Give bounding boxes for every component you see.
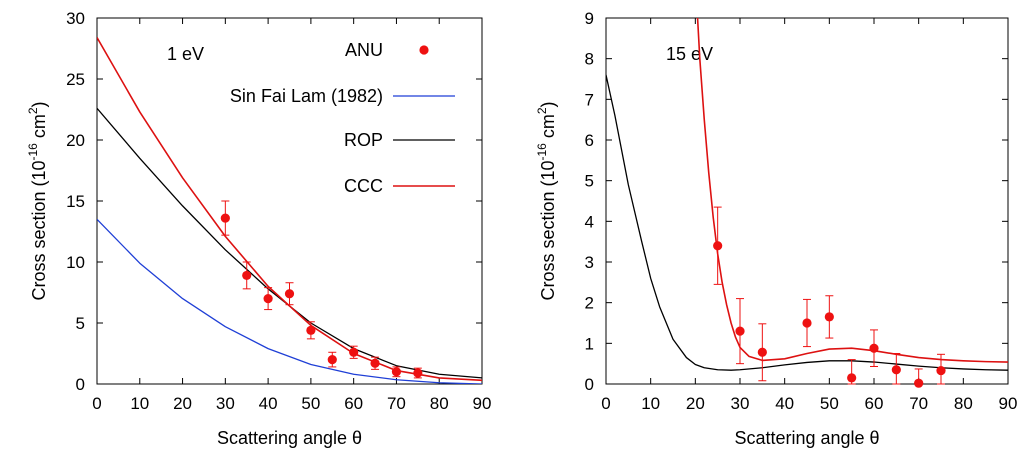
legend-label-sinfailam: Sin Fai Lam (1982) xyxy=(230,86,383,106)
data-point-anu xyxy=(370,358,380,368)
data-point-anu xyxy=(306,325,316,335)
y-axis-label-exponent: -16 xyxy=(26,143,40,161)
energy-annotation: 15 eV xyxy=(666,44,713,64)
series-line-sinfailam xyxy=(97,218,482,384)
y-tick-label: 3 xyxy=(585,253,594,272)
x-tick-label: 60 xyxy=(865,394,884,413)
y-axis-label-end: ) xyxy=(29,101,49,107)
series-line-ccc xyxy=(696,18,1008,363)
data-point-anu xyxy=(413,368,423,378)
data-point-anu xyxy=(713,241,723,251)
data-point-anu xyxy=(349,347,359,357)
series-line-rop xyxy=(97,107,482,379)
x-tick-label: 0 xyxy=(601,394,610,413)
y-tick-label: 10 xyxy=(66,253,85,272)
y-tick-label: 5 xyxy=(585,172,594,191)
data-point-anu xyxy=(284,289,295,299)
data-point-anu xyxy=(242,270,252,281)
y-tick-label: 9 xyxy=(585,9,594,28)
y-tick-label: 30 xyxy=(66,9,85,28)
y-tick-label: 7 xyxy=(585,90,594,109)
data-point-anu xyxy=(936,365,946,376)
y-tick-label: 2 xyxy=(585,294,594,313)
data-point-anu xyxy=(263,294,273,304)
x-tick-label: 90 xyxy=(473,394,492,413)
y-axis-label-end: ) xyxy=(538,101,558,107)
y-axis-label-exponent2: 2 xyxy=(26,107,40,114)
y-axis-label: Cross section (10-16 cm2) xyxy=(535,101,558,300)
x-tick-label: 70 xyxy=(387,394,406,413)
x-tick-label: 90 xyxy=(999,394,1018,413)
y-tick-label: 25 xyxy=(66,70,85,89)
y-tick-label: 5 xyxy=(76,314,85,333)
data-point-anu xyxy=(914,378,924,388)
y-axis-label-exponent: -16 xyxy=(535,143,549,161)
y-axis-label: Cross section (10-16 cm2) xyxy=(26,101,49,300)
x-axis-label: Scattering angle θ xyxy=(217,428,362,448)
y-tick-label: 4 xyxy=(585,212,594,231)
data-point-anu xyxy=(391,367,402,377)
x-tick-label: 20 xyxy=(686,394,705,413)
legend-marker-anu xyxy=(419,45,429,55)
x-tick-label: 50 xyxy=(820,394,839,413)
data-point-anu xyxy=(802,318,812,328)
x-tick-label: 0 xyxy=(92,394,101,413)
legend-label-anu: ANU xyxy=(345,40,383,60)
x-tick-label: 10 xyxy=(641,394,660,413)
y-tick-label: 8 xyxy=(585,50,594,69)
x-tick-label: 30 xyxy=(216,394,235,413)
y-axis-label-main: Cross section (10 xyxy=(29,160,49,300)
plot-frame xyxy=(96,17,483,385)
x-tick-label: 60 xyxy=(344,394,363,413)
x-tick-label: 40 xyxy=(775,394,794,413)
plot-frame xyxy=(605,17,1009,385)
data-point-anu xyxy=(891,365,901,375)
y-axis-label-unit: cm xyxy=(538,114,558,143)
chart-panel-1-ev: 0 10 20 30 40 50 60 70 80 90 0 5 10 15 20 25 30 Scatterin… xyxy=(26,9,491,448)
data-point-anu xyxy=(824,312,834,322)
data-point-anu xyxy=(757,347,767,357)
y-axis-label-exponent2: 2 xyxy=(535,107,549,114)
x-tick-label: 40 xyxy=(259,394,278,413)
y-tick-label: 15 xyxy=(66,192,85,211)
data-point-anu xyxy=(847,373,857,383)
x-tick-label: 20 xyxy=(173,394,192,413)
y-tick-label: 0 xyxy=(76,375,85,394)
data-point-anu xyxy=(220,213,230,223)
x-tick-label: 10 xyxy=(130,394,149,413)
y-axis-label-main: Cross section (10 xyxy=(538,160,558,300)
y-tick-label: 20 xyxy=(66,131,85,150)
x-tick-label: 50 xyxy=(301,394,320,413)
y-tick-label: 0 xyxy=(585,375,594,394)
legend-label-ccc: CCC xyxy=(344,176,383,196)
y-axis-label-unit: cm xyxy=(29,114,49,143)
series-line-rop xyxy=(606,74,1008,371)
x-tick-label: 80 xyxy=(430,394,449,413)
x-tick-label: 30 xyxy=(731,394,750,413)
y-tick-label: 1 xyxy=(585,334,594,353)
curves-group xyxy=(606,18,1008,371)
x-tick-label: 70 xyxy=(909,394,928,413)
data-point-anu xyxy=(735,326,745,336)
legend-label-rop: ROP xyxy=(344,130,383,150)
x-axis-label: Scattering angle θ xyxy=(734,428,879,448)
data-point-anu xyxy=(327,355,337,365)
energy-annotation: 1 eV xyxy=(167,44,204,64)
chart-panel-15-ev: 0 10 20 30 40 50 60 70 80 90 0 1 2 3 4 5 6 7 8 9 Scattering … xyxy=(535,9,1017,448)
y-tick-label: 6 xyxy=(585,131,594,150)
x-tick-label: 80 xyxy=(954,394,973,413)
data-point-anu xyxy=(869,343,879,353)
